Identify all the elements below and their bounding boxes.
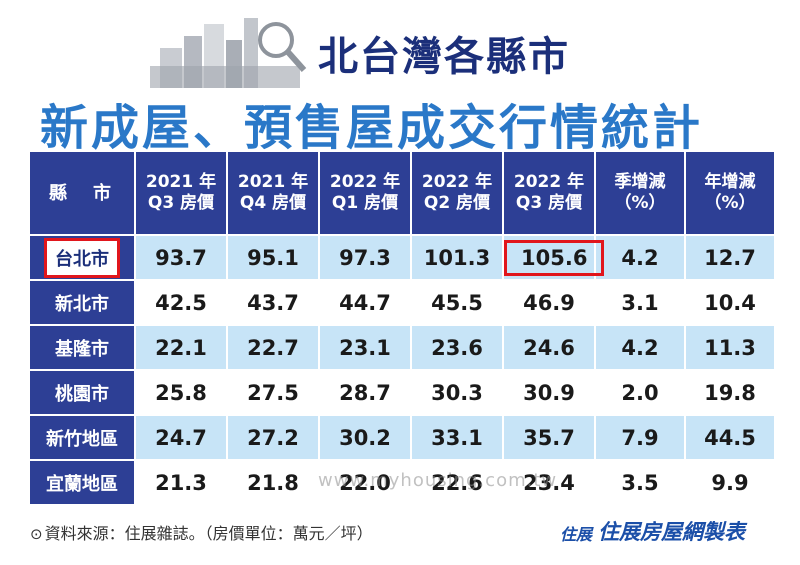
column-header: 年增減 （%） [684,150,776,236]
city-skyline-icon [150,18,307,88]
county-cell: 台北市 [28,234,136,281]
table-row: 新北市 42.5 43.7 44.7 45.5 46.9 3.1 10.4 [28,279,776,326]
table-row: 宜蘭地區 21.3 21.8 22.0 22.6 23.4 3.5 9.9 [28,459,776,506]
value-cell: 95.1 [226,234,320,281]
page-title: 北台灣各縣市 [318,34,570,80]
value-cell: 22.7 [226,324,320,371]
value-cell: 33.1 [410,414,504,461]
value-cell: 10.4 [684,279,776,326]
value-cell: 44.7 [318,279,412,326]
table-row: 台北市 93.7 95.1 97.3 101.3 105.6 4.2 12.7 [28,234,776,281]
column-header: 2022 年 Q3 房價 [502,150,596,236]
value-cell: 19.8 [684,369,776,416]
table-row: 新竹地區 24.7 27.2 30.2 33.1 35.7 7.9 44.5 [28,414,776,461]
value-cell: 46.9 [502,279,596,326]
value-cell: 3.1 [594,279,686,326]
value-cell: 25.8 [134,369,228,416]
value-cell: 21.3 [134,459,228,506]
price-table: 縣 市 2021 年 Q3 房價 2021 年 Q4 房價 2022 年 Q1 房價 2022… [28,150,776,506]
value-cell: 35.7 [502,414,596,461]
value-cell: 23.1 [318,324,412,371]
table-row: 桃園市 25.8 27.5 28.7 30.3 30.9 2.0 19.8 [28,369,776,416]
table-header-row: 縣 市 2021 年 Q3 房價 2021 年 Q4 房價 2022 年 Q1 房價 2022… [28,150,776,236]
value-cell: 3.5 [594,459,686,506]
county-cell: 新竹地區 [28,414,136,461]
value-cell: 9.9 [684,459,776,506]
table-body: 台北市 93.7 95.1 97.3 101.3 105.6 4.2 12.7 新北市 42.5 4… [28,234,776,506]
column-header: 2022 年 Q1 房價 [318,150,412,236]
value-cell: 27.2 [226,414,320,461]
value-cell: 97.3 [318,234,412,281]
watermark: www.myhousing.com.tw [318,470,558,491]
value-cell: 2.0 [594,369,686,416]
value-cell: 27.5 [226,369,320,416]
county-cell: 宜蘭地區 [28,459,136,506]
page-subtitle: 新成屋、預售屋成交行情統計 [40,100,704,156]
value-cell: 42.5 [134,279,228,326]
value-cell: 7.9 [594,414,686,461]
value-cell: 30.9 [502,369,596,416]
value-cell: 22.0 [318,459,412,506]
header: 北台灣各縣市 新成屋、預售屋成交行情統計 [0,0,800,156]
value-cell: 22.6 [410,459,504,506]
column-header: 2021 年 Q4 房價 [226,150,320,236]
county-cell: 新北市 [28,279,136,326]
value-cell: 44.5 [684,414,776,461]
value-cell: 24.7 [134,414,228,461]
value-cell: 43.7 [226,279,320,326]
source-note: ⊙ 資料來源：住展雜誌。（房價單位：萬元／坪） [30,524,373,543]
table-row: 基隆市 22.1 22.7 23.1 23.6 24.6 4.2 11.3 [28,324,776,371]
county-cell: 基隆市 [28,324,136,371]
value-cell: 28.7 [318,369,412,416]
value-cell: 23.6 [410,324,504,371]
brand: 住展 住展房屋網製表 [560,516,745,546]
column-header: 2021 年 Q3 房價 [134,150,228,236]
column-header: 季增減 （%） [594,150,686,236]
value-cell: 30.3 [410,369,504,416]
value-cell: 22.1 [134,324,228,371]
value-cell: 23.4 [502,459,596,506]
value-cell: 4.2 [594,234,686,281]
value-cell: 4.2 [594,324,686,371]
column-header: 2022 年 Q2 房價 [410,150,504,236]
value-cell: 101.3 [410,234,504,281]
value-cell: 21.8 [226,459,320,506]
value-cell: 11.3 [684,324,776,371]
bullet-icon: ⊙ [30,525,43,543]
column-header-county: 縣 市 [28,150,136,236]
highlight-box: 105.6 [504,239,605,276]
value-cell: 12.7 [684,234,776,281]
value-cell: 24.6 [502,324,596,371]
value-cell: 30.2 [318,414,412,461]
value-cell: 105.6 [502,234,605,281]
value-cell: 45.5 [410,279,504,326]
brand-text: 住展房屋網製表 [598,520,746,544]
county-cell: 桃園市 [28,369,136,416]
brand-logo: 住展 [560,525,593,544]
highlight-box: 台北市 [44,237,120,278]
value-cell: 93.7 [134,234,228,281]
